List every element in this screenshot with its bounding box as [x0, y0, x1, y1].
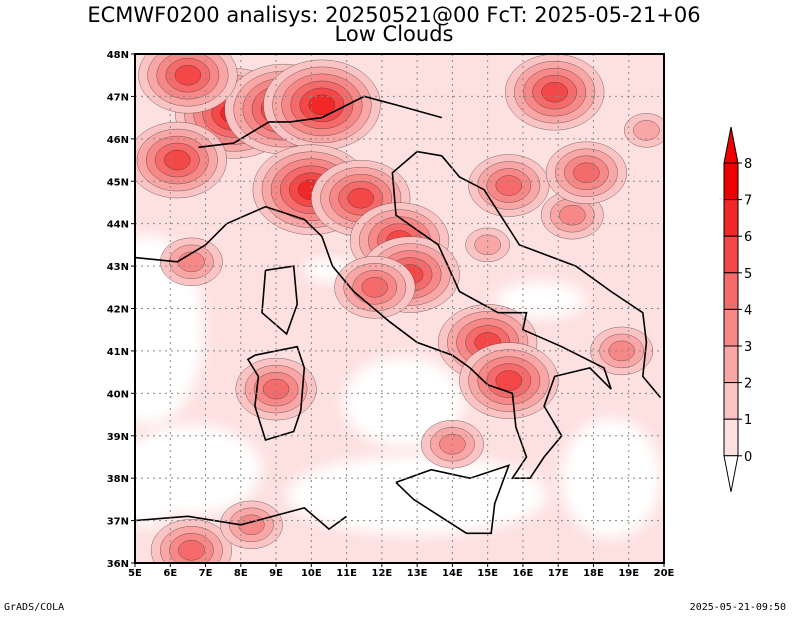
cloud-cell-level-4 [178, 251, 205, 273]
x-tick-label: 5E [128, 568, 142, 579]
cloud-cell-level-6 [347, 187, 374, 209]
clear-sky-area [495, 282, 586, 319]
x-tick-label: 20E [654, 568, 675, 579]
y-tick-label: 40N [107, 389, 129, 400]
colorbar-label: 8 [744, 157, 752, 172]
x-tick-label: 19E [618, 568, 639, 579]
y-tick-label: 43N [107, 262, 129, 273]
y-tick-label: 47N [107, 92, 129, 103]
y-tick-label: 44N [107, 220, 129, 231]
cloud-cell-level-6 [495, 370, 523, 391]
clear-sky-area [135, 446, 176, 527]
colorbar-bottom-arrow [723, 455, 739, 492]
y-tick-label: 39N [107, 432, 129, 443]
colorbar-box [723, 162, 739, 201]
chart-title: ECMWF0200 analisys: 20250521@00 FcT: 202… [87, 3, 701, 27]
x-tick-label: 11E [336, 568, 357, 579]
y-tick-label: 38N [107, 474, 129, 485]
y-tick-label: 37N [107, 517, 129, 528]
y-tick-label: 42N [107, 305, 129, 316]
colorbar-label: 2 [744, 377, 752, 392]
chart-subtitle: Low Clouds [334, 22, 454, 46]
colorbar-label: 1 [744, 413, 752, 428]
coastline-0 [226, 150, 612, 479]
coastline-7 [135, 507, 348, 531]
y-tick-label: 45N [107, 177, 129, 188]
clear-sky-area [287, 455, 548, 536]
colorbar-box [723, 382, 739, 420]
coastline-5 [198, 95, 443, 149]
cloud-cell-level-3 [633, 120, 660, 141]
colorbar-label: 7 [744, 194, 752, 209]
cloud-cell-level-5 [495, 175, 523, 196]
coastline-4 [135, 223, 228, 263]
colorbar-box [723, 199, 739, 237]
y-axis-ticks: 36N 37N 38N 39N 40N 41N 42N 43N 44N 45N 46N 47N 48N [107, 50, 135, 570]
x-tick-label: 18E [583, 568, 604, 579]
x-tick-label: 15E [477, 568, 498, 579]
x-tick-label: 10E [301, 568, 322, 579]
cloud-cell-level-4 [559, 204, 586, 226]
coastline-3 [261, 265, 299, 336]
cloud-cell-level-5 [573, 162, 600, 184]
x-tick-label: 17E [548, 568, 569, 579]
colorbar-box [723, 272, 739, 310]
colorbar-label: 4 [744, 303, 752, 318]
y-tick-label: 48N [107, 50, 129, 61]
footer-credit: GrADS/COLA [4, 602, 65, 613]
footer-timestamp: 2025-05-21-09:50 [689, 602, 786, 613]
y-tick-label: 46N [107, 135, 129, 146]
x-tick-label: 8E [234, 568, 248, 579]
x-tick-label: 13E [407, 568, 428, 579]
colorbar-label: 6 [744, 230, 752, 245]
cloud-cell-level-5 [361, 277, 389, 298]
x-tick-label: 9E [269, 568, 283, 579]
grid-lines [135, 54, 664, 563]
y-tick-label: 36N [107, 559, 129, 570]
x-tick-label: 12E [371, 568, 392, 579]
clear-sky-area [343, 356, 464, 447]
colorbar-label: 5 [744, 267, 752, 282]
colorbar-label: 0 [744, 450, 752, 465]
cloud-cell-level-5 [178, 540, 205, 561]
colorbar-box [723, 345, 739, 384]
cloud-cell-level-6 [541, 81, 568, 103]
y-tick-label: 41N [107, 347, 129, 358]
colorbar-top-arrow [723, 126, 739, 164]
clear-sky-area [561, 418, 662, 539]
cloud-cell-level-7 [308, 94, 336, 116]
coastline-2 [395, 464, 511, 535]
cloud-cell-level-6 [164, 149, 191, 171]
colorbar-label: 3 [744, 340, 752, 355]
x-tick-label: 7E [199, 568, 213, 579]
x-tick-label: 6E [163, 568, 177, 579]
colorbar: 0 1 2 3 4 5 6 7 8 [723, 126, 752, 492]
x-axis-ticks: 5E 6E 7E 8E 9E 10E 11E 12E 13E 14E 15E 16E 17E 18E 19E… [128, 563, 675, 579]
colorbar-box [723, 235, 739, 274]
x-tick-label: 16E [513, 568, 534, 579]
colorbar-box [723, 418, 739, 457]
x-tick-label: 14E [442, 568, 463, 579]
colorbar-box [723, 308, 739, 347]
cloud-cell-level-6 [174, 64, 202, 86]
coastline-6 [441, 155, 662, 399]
coastlines [135, 95, 662, 535]
cloud-cell-level-3 [474, 234, 501, 256]
